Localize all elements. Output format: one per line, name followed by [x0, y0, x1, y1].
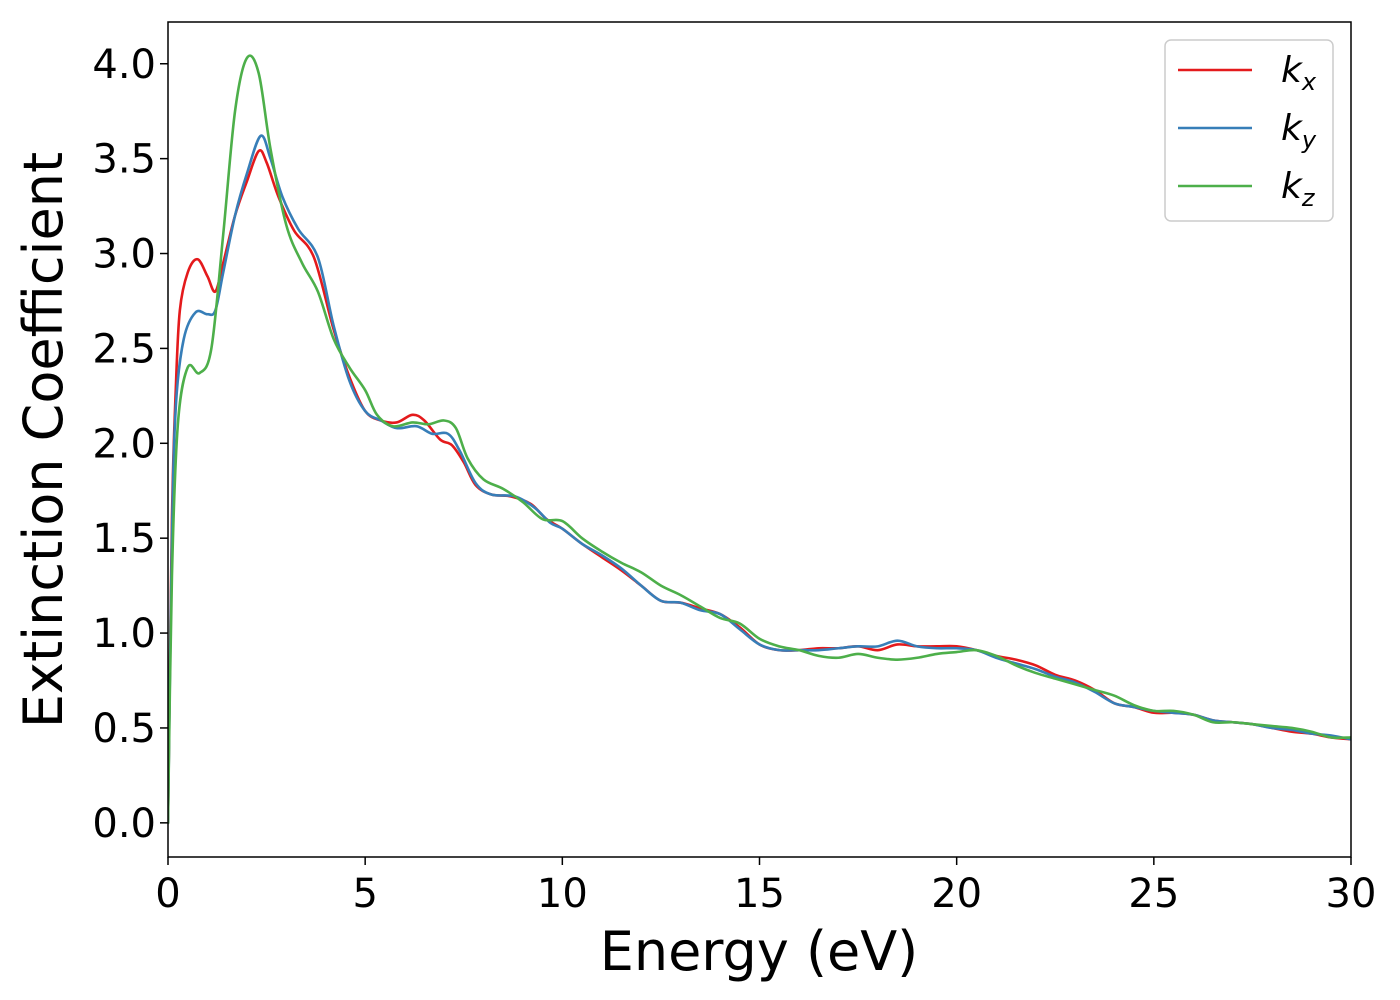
x-tick-label: 20 [931, 871, 982, 917]
y-tick-label: 1.5 [92, 516, 156, 562]
x-tick-label: 5 [352, 871, 377, 917]
x-tick-label: 25 [1128, 871, 1179, 917]
y-tick-label: 3.0 [92, 232, 156, 278]
y-tick-label: 4.0 [92, 42, 156, 88]
y-tick-label: 0.5 [92, 706, 156, 752]
y-tick-label: 0.0 [92, 801, 156, 847]
y-tick-label: 3.5 [92, 137, 156, 183]
y-tick-label: 2.5 [92, 326, 156, 372]
legend-label-kx: kx [1281, 50, 1317, 96]
x-tick-label: 15 [734, 871, 785, 917]
series-line-kz [168, 54, 1351, 825]
y-axis-title: Extinction Coefficient [12, 152, 75, 728]
x-axis-title: Energy (eV) [600, 920, 919, 983]
series-layer [168, 54, 1351, 825]
x-tick-label: 0 [155, 871, 180, 917]
x-tick-label: 10 [537, 871, 588, 917]
x-axis-ticks: 0 5 10 15 20 25 30 [155, 857, 1376, 917]
y-axis-ticks: 0.0 0.5 1.0 1.5 2.0 2.5 3.0 3.5 4.0 [92, 42, 168, 847]
series-line-ky [168, 134, 1351, 825]
legend-label-ky: ky [1281, 108, 1317, 154]
x-tick-label: 30 [1326, 871, 1377, 917]
legend-box [1164, 39, 1334, 222]
legend-label-kz: kz [1281, 166, 1316, 212]
y-tick-label: 1.0 [92, 611, 156, 657]
series-line-kx [168, 149, 1351, 825]
legend: kx ky kz [1164, 39, 1334, 222]
y-tick-label: 2.0 [92, 421, 156, 467]
